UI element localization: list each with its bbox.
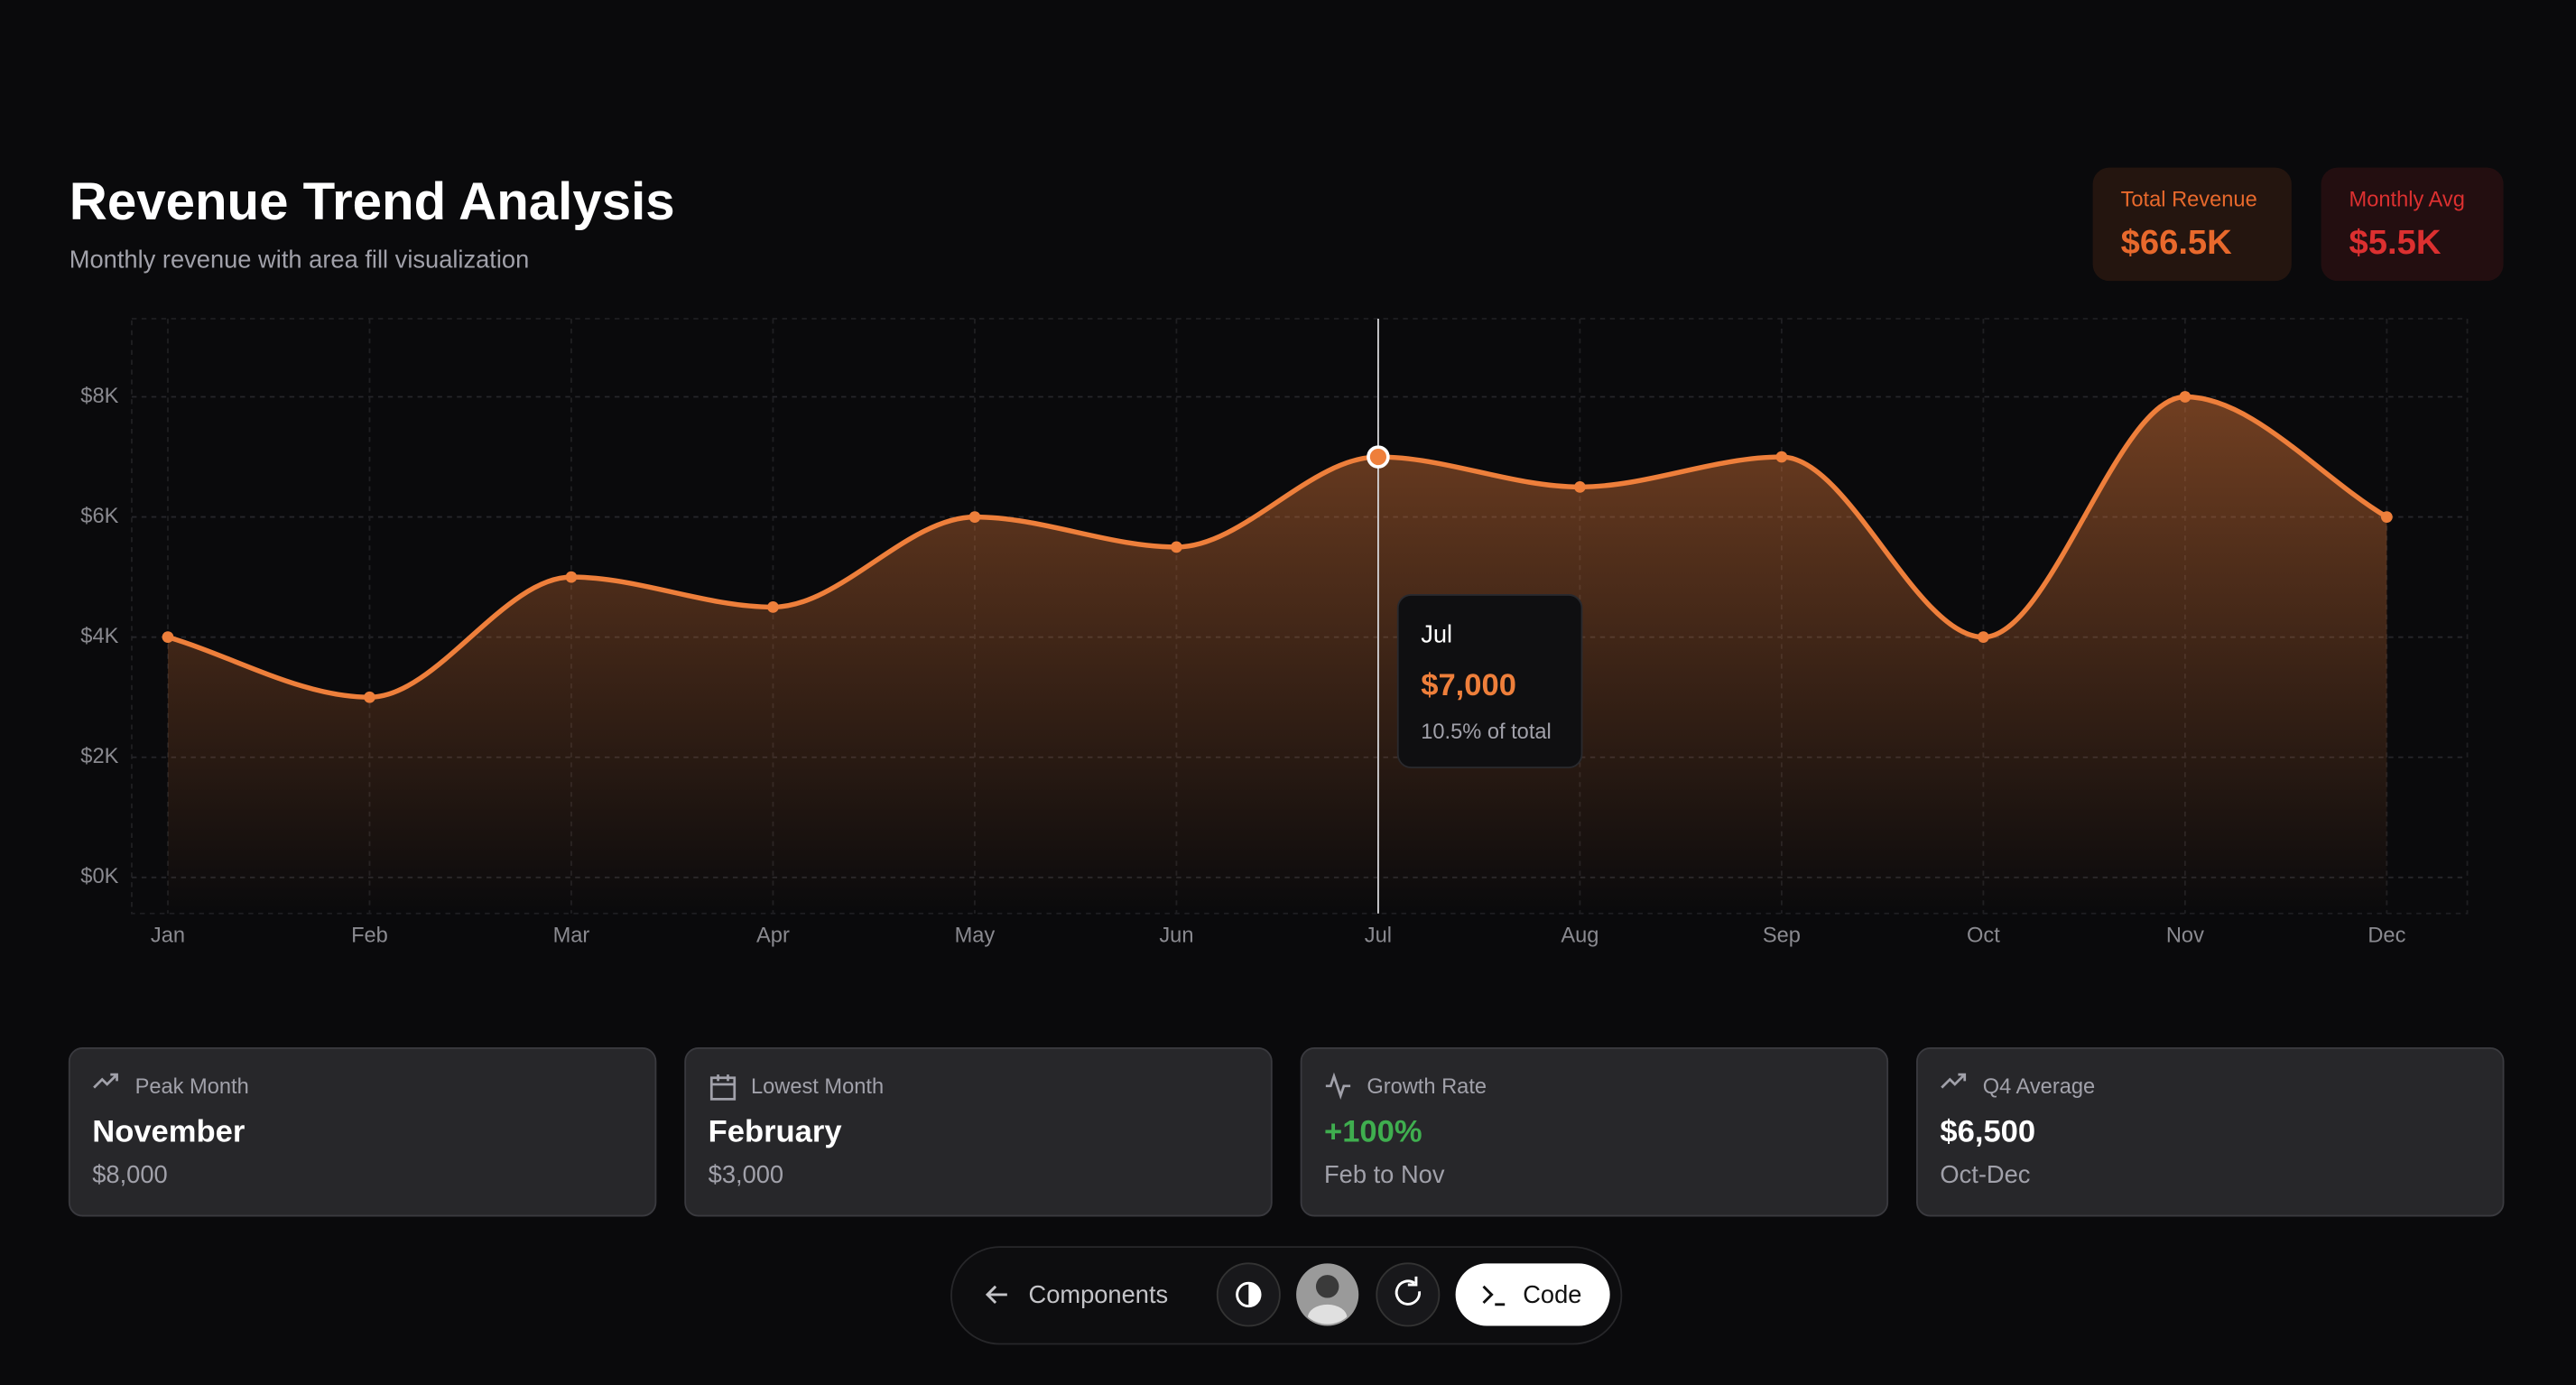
area-line bbox=[167, 394, 2388, 700]
x-tick-label: Apr bbox=[756, 924, 790, 947]
dot bbox=[968, 511, 981, 523]
card-value: +100% bbox=[1324, 1115, 1422, 1149]
code-button-bg bbox=[1455, 1263, 1610, 1326]
back-label: Components bbox=[1028, 1280, 1168, 1308]
dot bbox=[1978, 631, 1989, 644]
tooltip-share: 10.5% of total bbox=[1421, 720, 1552, 744]
stat-value: $5.5K bbox=[2349, 223, 2442, 262]
dot bbox=[162, 631, 174, 644]
card-icon bbox=[709, 1074, 737, 1101]
code-label: Code bbox=[1523, 1280, 1581, 1308]
x-tick-label: Jun bbox=[1159, 924, 1193, 947]
tooltip-label: Jul bbox=[1421, 620, 1452, 648]
x-tick-label: Jul bbox=[1365, 924, 1392, 947]
stat-label: Monthly Avg bbox=[2349, 188, 2465, 211]
dot bbox=[1574, 480, 1586, 493]
x-tick-label: Jan bbox=[151, 924, 185, 947]
back-icon bbox=[985, 1285, 1007, 1305]
y-tick-label: $4K bbox=[80, 625, 118, 648]
stat-label: Total Revenue bbox=[2121, 188, 2257, 211]
x-tick-label: Mar bbox=[553, 924, 590, 947]
code-icon bbox=[1482, 1285, 1506, 1306]
tooltip-value: $7,000 bbox=[1421, 668, 1516, 702]
x-tick-label: Nov bbox=[2166, 924, 2204, 947]
back-button[interactable]: Components bbox=[985, 1280, 1168, 1308]
dot bbox=[565, 571, 578, 583]
y-tick-label: $2K bbox=[80, 745, 118, 768]
toolbar: Components Code bbox=[950, 1246, 1623, 1345]
avatar-body bbox=[1307, 1304, 1348, 1325]
chart-subtitle: Monthly revenue with area fill visualiza… bbox=[69, 246, 529, 274]
theme-icon-half bbox=[1248, 1283, 1261, 1306]
card-value: February bbox=[709, 1115, 843, 1149]
card-detail: Feb to Nov bbox=[1324, 1160, 1445, 1188]
refresh-icon bbox=[1395, 1276, 1422, 1306]
card-label: Lowest Month bbox=[751, 1075, 884, 1099]
x-tick-label: Aug bbox=[1561, 924, 1598, 947]
x-tick-label: Dec bbox=[2368, 924, 2405, 947]
stat-card bbox=[2092, 167, 2292, 282]
refresh-button-bg bbox=[1376, 1262, 1441, 1327]
theme-button[interactable] bbox=[1216, 1262, 1281, 1327]
avatar-head bbox=[1315, 1275, 1339, 1298]
dot bbox=[1775, 451, 1788, 463]
card-value: $6,500 bbox=[1940, 1115, 2035, 1149]
card-detail: $8,000 bbox=[92, 1160, 167, 1188]
card-label: Growth Rate bbox=[1367, 1075, 1487, 1099]
y-tick-label: $0K bbox=[80, 865, 118, 888]
y-tick-label: $6K bbox=[80, 505, 118, 528]
card-group: Peak Month November $8,000 Lowest Month Febr… bbox=[68, 1047, 2505, 1217]
stat-card bbox=[1300, 1047, 1889, 1217]
dot bbox=[2381, 511, 2393, 523]
card-icon bbox=[1325, 1072, 1351, 1101]
card-icon bbox=[1941, 1073, 1967, 1089]
chart-title: Revenue Trend Analysis bbox=[69, 172, 675, 231]
area-fill bbox=[167, 396, 2387, 914]
stat-value: $66.5K bbox=[2121, 223, 2233, 262]
card-icon bbox=[93, 1073, 118, 1089]
dot bbox=[1171, 541, 1182, 553]
stat-card bbox=[2321, 167, 2504, 282]
avatar[interactable] bbox=[1296, 1263, 1359, 1331]
card-detail: Oct-Dec bbox=[1940, 1160, 2030, 1188]
x-tick-label: Sep bbox=[1763, 924, 1801, 947]
x-tick-label: May bbox=[955, 924, 996, 947]
plot: $0K $2K $4K $6K $8K Jan Feb Mar Apr May Jun Jul Aug S… bbox=[80, 318, 2469, 947]
stat-group: Total Revenue $66.5K Monthly Avg $5.5K bbox=[2092, 167, 2504, 282]
x-tick-label: Oct bbox=[1967, 924, 2000, 947]
dot bbox=[767, 601, 779, 613]
stat-card bbox=[684, 1047, 1273, 1217]
x-tick-label: Feb bbox=[351, 924, 388, 947]
card-label: Q4 Average bbox=[1983, 1075, 2095, 1099]
y-tick-label: $8K bbox=[80, 385, 118, 408]
card-value: November bbox=[92, 1115, 245, 1149]
stat-card bbox=[68, 1047, 657, 1217]
active-dot bbox=[1367, 445, 1390, 469]
stat-card bbox=[1916, 1047, 2505, 1217]
code-button[interactable]: Code bbox=[1455, 1263, 1610, 1326]
card-detail: $3,000 bbox=[709, 1160, 783, 1188]
plot-border bbox=[131, 318, 2469, 915]
card-label: Peak Month bbox=[135, 1075, 249, 1099]
toolbar-bg bbox=[950, 1246, 1623, 1345]
dot bbox=[2179, 391, 2191, 403]
dot bbox=[364, 691, 375, 703]
refresh-button[interactable] bbox=[1376, 1262, 1441, 1327]
tooltip-box bbox=[1396, 594, 1583, 768]
